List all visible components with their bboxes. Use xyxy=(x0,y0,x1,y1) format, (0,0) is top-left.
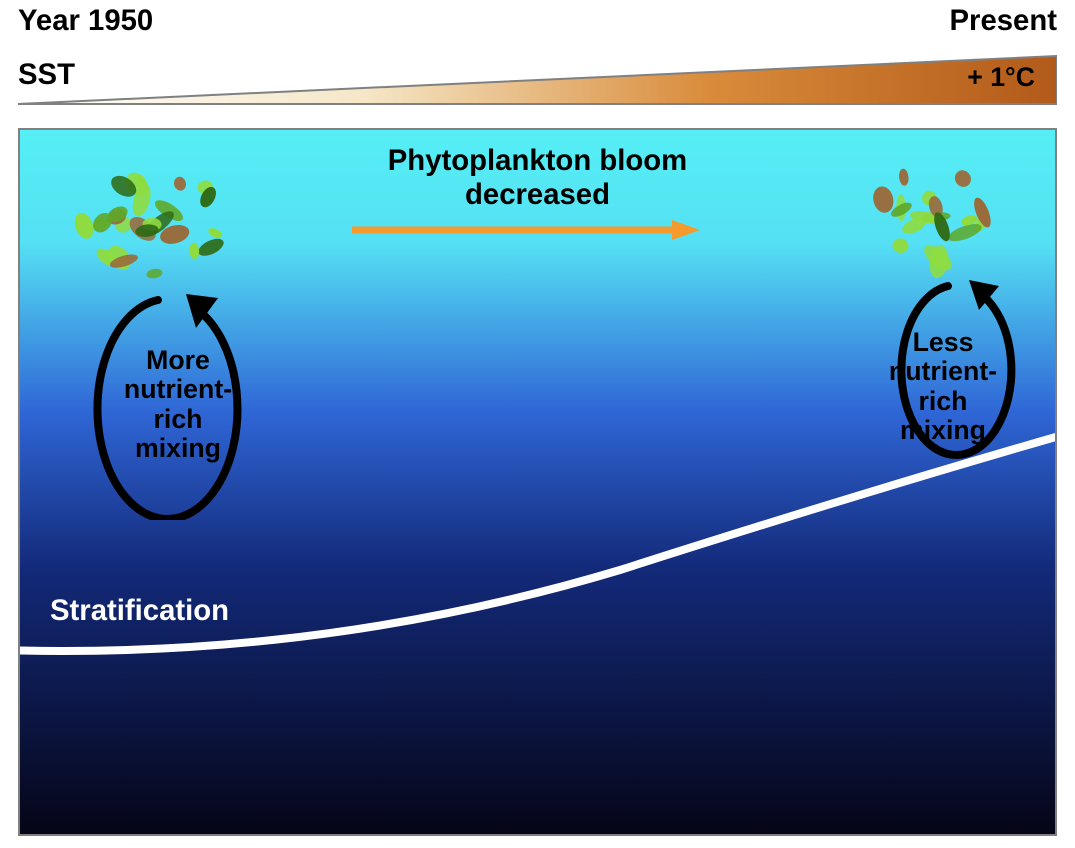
year-right: Present xyxy=(950,4,1057,38)
diagram-root: Year 1950 Present SST + 1°C Phytoplankto… xyxy=(0,0,1075,848)
year-left: Year 1950 xyxy=(18,4,153,38)
mixing-right-label: Lessnutrient-rich mixing xyxy=(883,328,1003,445)
temperature-wedge xyxy=(18,54,1057,106)
header-labels: Year 1950 Present xyxy=(18,4,1057,38)
ocean-panel: Phytoplankton bloom decreased Morenutrie… xyxy=(18,128,1057,836)
bloom-arrow-icon xyxy=(352,218,700,242)
stratification-label: Stratification xyxy=(50,594,229,628)
bloom-line2: decreased xyxy=(465,178,610,211)
plus-one-degree-label: + 1°C xyxy=(967,62,1035,93)
bloom-line1: Phytoplankton bloom xyxy=(388,144,687,177)
mixing-left-label: Morenutrient-rich mixing xyxy=(108,346,248,463)
